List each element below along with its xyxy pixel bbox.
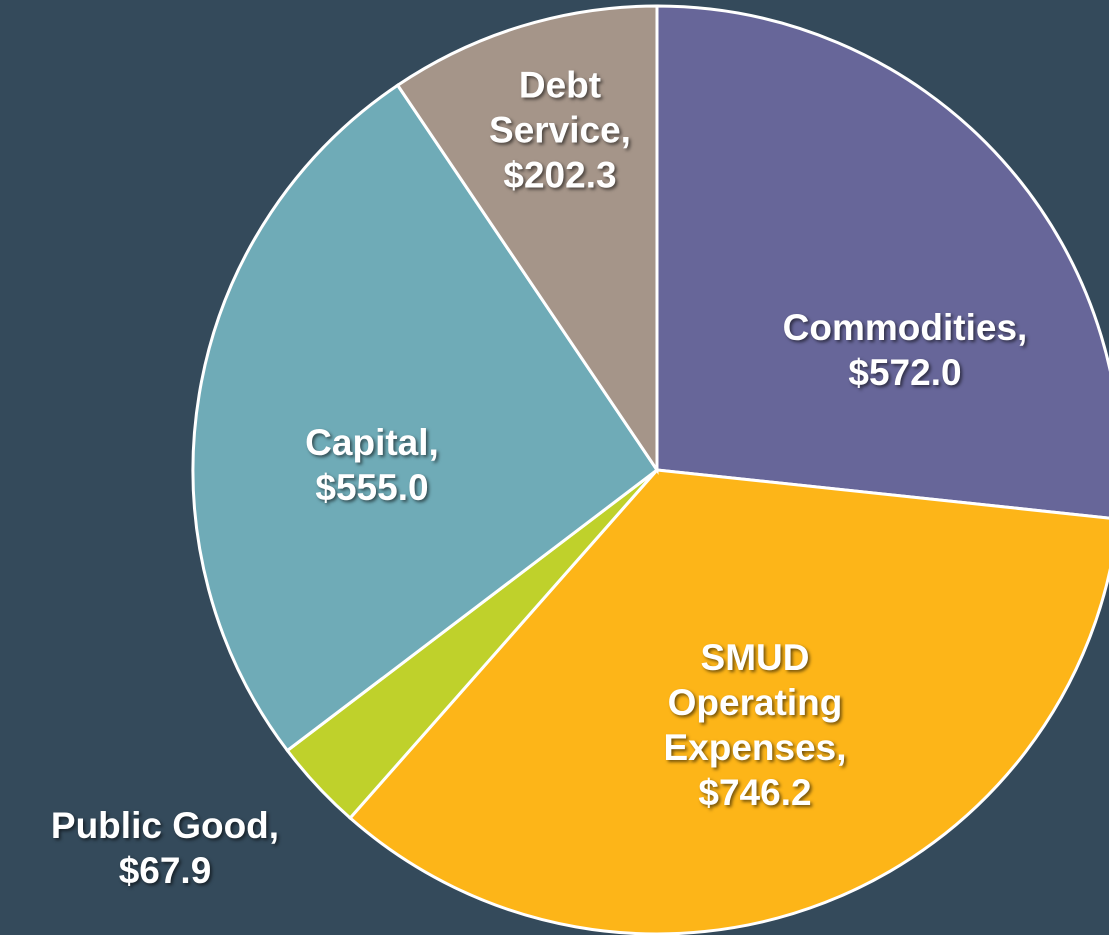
pie-slice <box>191 83 660 753</box>
value-label: $746.2 <box>698 772 812 814</box>
value-label: $202.3 <box>503 154 617 196</box>
data-label: Debt Service, $202.3 <box>475 62 645 197</box>
category-label: Capital, <box>305 421 439 463</box>
data-label: Public Good, $67.9 <box>0 803 330 893</box>
data-label: Commodities, $572.0 <box>715 305 1095 395</box>
pie-slice <box>655 4 1109 520</box>
value-label: $555.0 <box>315 467 429 508</box>
category-label: Debt Service, <box>489 64 631 151</box>
value-label: $67.9 <box>118 850 212 891</box>
category-label: SMUD Operating Expenses, <box>663 636 847 768</box>
pie-slice <box>395 4 659 475</box>
data-label: Capital, $555.0 <box>272 420 472 510</box>
value-label: $572.0 <box>848 352 962 393</box>
data-label: SMUD Operating Expenses, $746.2 <box>635 635 875 816</box>
category-label: Public Good, <box>50 804 280 846</box>
pie-slice <box>348 468 1109 935</box>
category-label: Commodities, <box>782 306 1028 348</box>
